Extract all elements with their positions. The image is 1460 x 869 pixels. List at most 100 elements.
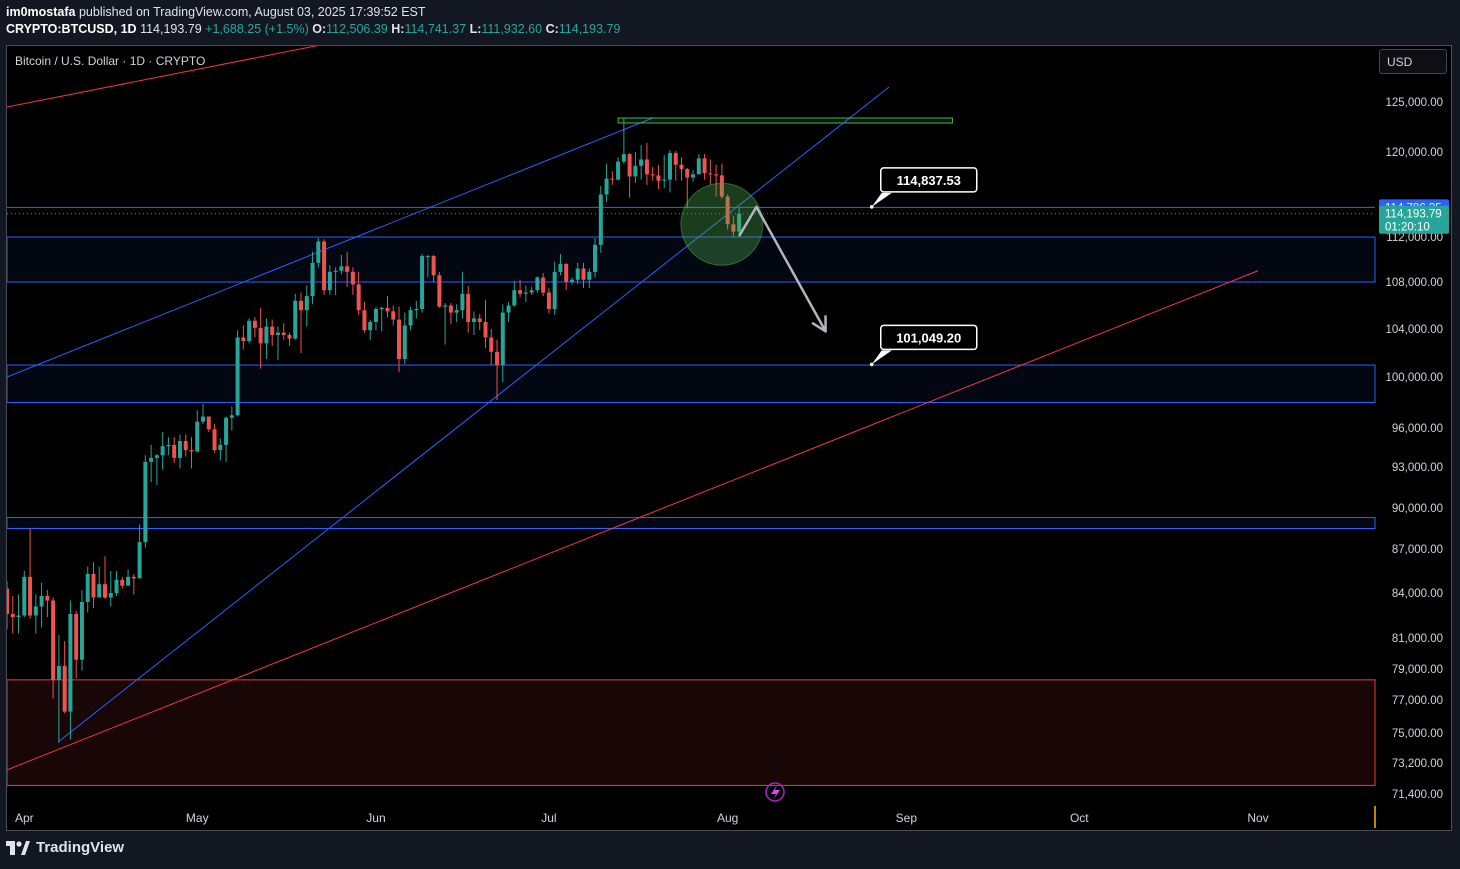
- candle-body: [201, 416, 206, 422]
- candle-body: [316, 241, 321, 263]
- candle-body: [327, 271, 332, 291]
- candle: [33, 594, 38, 634]
- candle: [201, 403, 206, 425]
- event-icon-bolt: [771, 785, 780, 800]
- symbol-ohlc-bar: CRYPTO:BTCUSD, 1D 114,193.79 +1,688.25 (…: [6, 22, 620, 36]
- candle: [172, 437, 177, 464]
- candle: [650, 166, 655, 181]
- candle: [103, 556, 108, 599]
- candle: [552, 261, 557, 315]
- candle-body: [206, 416, 211, 430]
- candle: [454, 304, 459, 322]
- author-name[interactable]: im0mostafa: [6, 5, 76, 19]
- trendline-support-lower: [7, 270, 1259, 771]
- price-tag-bg: [1379, 205, 1449, 234]
- candle-body: [97, 584, 102, 598]
- candle-body: [443, 305, 448, 307]
- candle: [224, 416, 229, 462]
- candle-body: [333, 270, 338, 272]
- candle-body: [420, 256, 425, 310]
- candle-body: [91, 573, 96, 598]
- candle: [229, 406, 234, 431]
- x-tick-label: Apr: [15, 811, 34, 825]
- candle-body: [258, 327, 263, 344]
- candle: [414, 300, 419, 319]
- candle: [633, 152, 638, 183]
- candle: [425, 255, 430, 278]
- price-tag-countdown: 01:20:10: [1385, 222, 1430, 234]
- candle-body: [552, 271, 557, 310]
- candle-body: [322, 241, 327, 291]
- candle: [581, 262, 586, 288]
- close-value: 114,193.79: [558, 22, 621, 36]
- candle-body: [149, 457, 154, 462]
- candle: [235, 330, 240, 417]
- candle: [281, 323, 286, 340]
- candle-body: [33, 606, 38, 616]
- candle-body: [368, 321, 373, 331]
- open-value: 112,506.39: [326, 22, 388, 36]
- candle: [154, 454, 159, 485]
- candle-body: [495, 351, 500, 365]
- candle-body: [541, 277, 546, 293]
- candle: [373, 306, 378, 331]
- event-icon[interactable]: [765, 782, 785, 802]
- candle: [408, 306, 413, 331]
- candle: [126, 569, 131, 586]
- candle: [166, 437, 171, 456]
- candle: [316, 238, 321, 268]
- candle: [512, 280, 517, 307]
- candle-body: [633, 165, 638, 177]
- candle: [97, 566, 102, 598]
- candle: [212, 424, 217, 453]
- candle-body: [466, 293, 471, 322]
- candle: [431, 255, 436, 282]
- currency-button[interactable]: USD: [1379, 49, 1447, 74]
- candle: [22, 571, 27, 617]
- candle: [471, 311, 476, 335]
- candles-layer: [7, 118, 742, 743]
- candle-body: [564, 264, 569, 282]
- x-tick-label: Jun: [366, 811, 385, 825]
- projection-arrow: [738, 205, 827, 333]
- candle: [673, 151, 678, 181]
- candle-body: [177, 441, 182, 458]
- candle-body: [546, 292, 551, 310]
- candle-body: [212, 429, 217, 451]
- candle-body: [667, 153, 672, 180]
- callout-box: [880, 167, 978, 193]
- event-icon-ring: [765, 782, 785, 802]
- y-tick-label: 120,000.00: [1385, 147, 1443, 159]
- candle: [737, 207, 742, 238]
- projection-arrow-head: [811, 315, 827, 333]
- chart-canvas[interactable]: 114,837.53 101,049.20 125,000.00 120,000.0…: [7, 46, 1452, 831]
- candle: [506, 301, 511, 322]
- candle: [564, 262, 569, 291]
- candle-body: [569, 279, 574, 282]
- trendline-support-upper: [7, 46, 318, 108]
- y-tick-label: 96,000.00: [1392, 423, 1443, 435]
- candle-body: [575, 268, 580, 280]
- candle: [160, 431, 165, 470]
- candle: [56, 635, 61, 743]
- candle: [696, 154, 701, 175]
- candle-body: [639, 159, 644, 166]
- candle-body: [356, 284, 361, 311]
- candle: [714, 164, 719, 197]
- candle-body: [270, 326, 275, 335]
- candle-body: [662, 179, 667, 181]
- tradingview-logo[interactable]: TradingView: [6, 839, 124, 856]
- candle-body: [593, 244, 598, 272]
- callout-box: [880, 324, 978, 351]
- candle-body: [616, 161, 621, 180]
- y-tick-label: 90,000.00: [1392, 503, 1443, 515]
- candle: [304, 285, 309, 327]
- zone-1: [7, 236, 1376, 283]
- callout-label: 101,049.20: [896, 330, 961, 345]
- x-tick-label: Oct: [1070, 811, 1089, 825]
- chart-panel[interactable]: 114,837.53 101,049.20 125,000.00 120,000.0…: [6, 45, 1452, 831]
- x-tick-label: May: [186, 811, 209, 825]
- candle-body: [725, 196, 730, 225]
- candle: [299, 292, 304, 353]
- candle-body: [68, 614, 73, 712]
